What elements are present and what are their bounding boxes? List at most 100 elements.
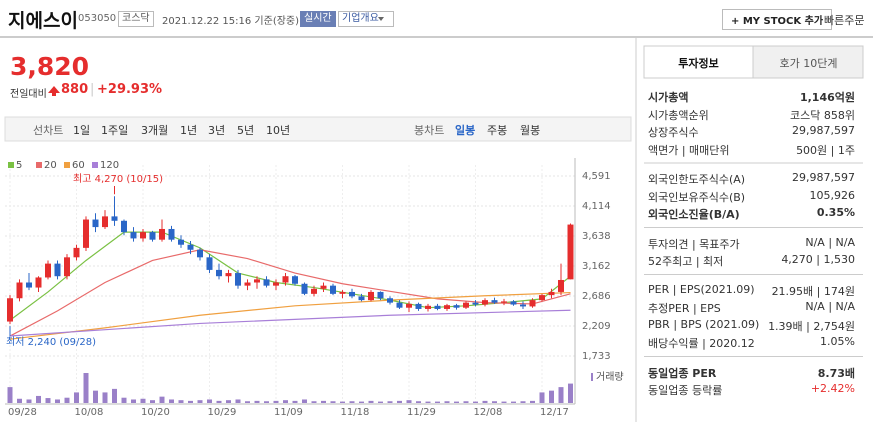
volume-bar bbox=[150, 400, 155, 403]
volume-bar bbox=[292, 400, 298, 403]
candle-body bbox=[149, 232, 156, 240]
volume-bar bbox=[368, 400, 374, 403]
candle-tab[interactable]: 일봉 bbox=[455, 124, 476, 137]
volume-bar bbox=[17, 398, 22, 403]
period-tab[interactable]: 1년 bbox=[180, 124, 198, 137]
stock-code: 053050 bbox=[78, 13, 117, 24]
candle-body bbox=[349, 291, 355, 297]
legend-swatch bbox=[64, 162, 70, 168]
volume-bar bbox=[102, 392, 108, 403]
quick-order[interactable]: 빠른주문 bbox=[824, 14, 865, 27]
volume-bar bbox=[264, 401, 269, 403]
period-tab[interactable]: 1주일 bbox=[101, 124, 129, 137]
candle-body bbox=[130, 232, 137, 239]
candle-body bbox=[121, 220, 127, 233]
legend-swatch bbox=[591, 373, 593, 381]
candle-body bbox=[64, 257, 70, 277]
candle-tab[interactable]: 월봉 bbox=[520, 124, 541, 137]
x-tick-label: 12/08 bbox=[474, 407, 503, 418]
volume-bar bbox=[245, 401, 250, 403]
info-tab[interactable]: 투자정보 bbox=[678, 57, 719, 70]
period-tab[interactable]: 3개월 bbox=[141, 124, 169, 137]
volume-bar bbox=[45, 398, 51, 403]
info-value: N/A | N/A bbox=[805, 235, 855, 249]
candle-body bbox=[491, 300, 498, 303]
volume-bar bbox=[444, 401, 450, 403]
volume-bar bbox=[340, 401, 345, 403]
volume-bar bbox=[463, 401, 469, 403]
candle-body bbox=[273, 282, 279, 286]
volume-bar bbox=[330, 401, 336, 403]
period-tab[interactable]: 5년 bbox=[237, 124, 255, 137]
info-value: 21.95배 | 174원 bbox=[771, 284, 855, 298]
volume-bar bbox=[321, 400, 326, 403]
x-tick-label: 11/18 bbox=[341, 407, 370, 418]
y-tick-label: 3,638 bbox=[582, 231, 611, 242]
candle-body bbox=[434, 305, 441, 309]
legend-swatch bbox=[36, 162, 42, 168]
info-label: 외국인보유주식수(B) bbox=[648, 190, 746, 204]
period-tab[interactable]: 10년 bbox=[266, 124, 291, 137]
mystock-button[interactable]: + MY STOCK 추가 bbox=[722, 9, 833, 30]
period-tab[interactable]: 1일 bbox=[73, 124, 91, 137]
x-tick-label: 10/08 bbox=[75, 407, 104, 418]
volume-bar bbox=[121, 397, 127, 403]
candle-tab[interactable]: 주봉 bbox=[487, 124, 508, 137]
volume-bar bbox=[254, 400, 260, 403]
realtime[interactable]: 실시간 bbox=[300, 11, 336, 27]
info-value: 500원 | 1주 bbox=[796, 143, 855, 157]
volume-bar bbox=[302, 399, 307, 403]
period-tab[interactable]: 3년 bbox=[208, 124, 226, 137]
info-label: PBR | BPS (2021.09) bbox=[648, 317, 760, 331]
info-label: PER | EPS(2021.09) bbox=[648, 282, 755, 296]
volume-bar bbox=[55, 399, 60, 403]
chart-type-label: 봉차트 bbox=[414, 124, 445, 137]
volume-bar bbox=[492, 401, 497, 403]
volume-bar bbox=[530, 400, 535, 403]
candle-body bbox=[206, 257, 213, 270]
volume-bar bbox=[188, 400, 193, 403]
candle-body bbox=[282, 276, 289, 283]
candle-body bbox=[225, 273, 232, 277]
volume-bar bbox=[7, 387, 13, 403]
volume-bar bbox=[93, 390, 98, 403]
volume-bar bbox=[74, 392, 79, 403]
change-pct: +29.93% bbox=[97, 82, 163, 97]
candle-body bbox=[330, 285, 336, 294]
up-arrow bbox=[52, 92, 56, 96]
volume-bar bbox=[397, 400, 402, 403]
candle-body bbox=[311, 288, 317, 294]
volume-bar bbox=[235, 399, 241, 403]
candle-body bbox=[377, 291, 384, 299]
candle-body bbox=[292, 276, 298, 284]
volume-bar bbox=[207, 399, 212, 403]
candle-body bbox=[539, 295, 545, 301]
x-tick-label: 11/09 bbox=[274, 407, 303, 418]
info-tab[interactable]: 호가 10단계 bbox=[779, 57, 838, 70]
candle-body bbox=[73, 247, 80, 258]
candle-body bbox=[254, 279, 260, 283]
candle-body bbox=[7, 298, 13, 322]
volume-bar bbox=[549, 390, 554, 403]
candle-body bbox=[320, 285, 327, 289]
volume-bar bbox=[511, 401, 516, 403]
market: 코스닥 bbox=[118, 11, 154, 27]
info-value: 29,987,597 bbox=[792, 124, 855, 137]
candle-body bbox=[558, 279, 564, 292]
volume-bar bbox=[283, 400, 288, 403]
ma-line bbox=[9, 231, 571, 321]
volume-bar bbox=[359, 401, 364, 403]
info-label: 동일업종 등락률 bbox=[648, 384, 723, 397]
candle-body bbox=[54, 263, 61, 277]
info-value: 105,926 bbox=[809, 188, 856, 202]
legend-label: 20 bbox=[44, 160, 57, 171]
overview[interactable]: 기업개요 bbox=[338, 11, 394, 27]
legend-swatch bbox=[92, 162, 98, 168]
info-label: 투자의견 | 목표주가 bbox=[648, 237, 740, 251]
volume-bar bbox=[226, 400, 231, 403]
volume-bar bbox=[349, 401, 355, 403]
info-label: 시가총액 bbox=[648, 91, 689, 104]
candle-body bbox=[178, 239, 184, 245]
y-tick-label: 3,162 bbox=[582, 261, 611, 272]
